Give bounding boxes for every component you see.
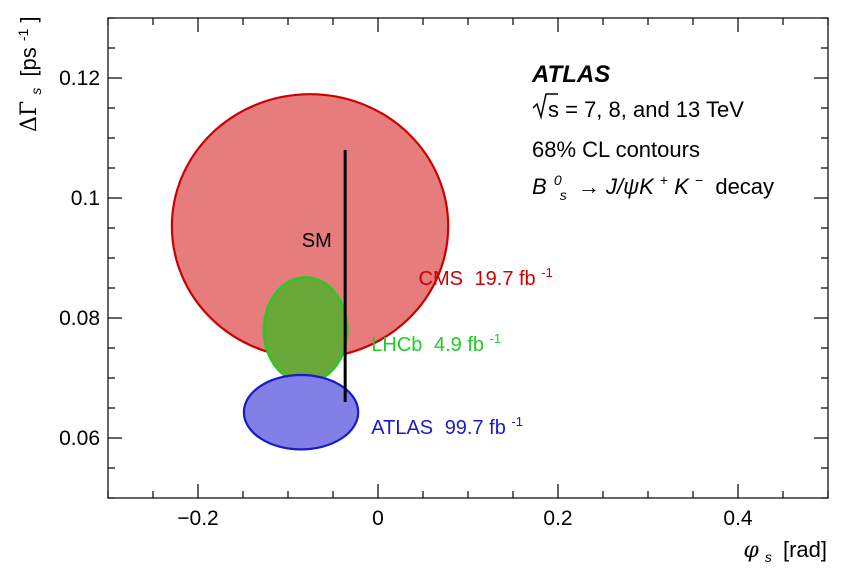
x-axis-sub: s [765, 549, 772, 565]
series-lumi-cms: 19.7 fb [475, 268, 536, 290]
series-lumi-sup-lhcb: -1 [490, 331, 502, 346]
decay-b: B [532, 174, 547, 199]
energy-text: s = 7, 8, and 13 TeV [548, 97, 744, 122]
series-lumi-lhcb: 4.9 fb [434, 334, 484, 356]
decay-rest: → J/ψK [578, 174, 655, 199]
energy-annotation: s = 7, 8, and 13 TeV [532, 93, 744, 122]
y-axis-sup: -1 [15, 28, 31, 41]
x-tick-label: 0.2 [543, 507, 572, 530]
decay-b-sub: s [560, 187, 567, 203]
experiment-label: ATLAS [531, 61, 610, 88]
x-tick-label: −0.2 [177, 507, 218, 530]
sqrt-sign [532, 93, 558, 120]
series-lumi-sup-atlas: -1 [511, 414, 523, 429]
y-tick-label: 0.06 [59, 427, 100, 450]
decay-b-sup: 0 [554, 172, 562, 188]
contour-lhcb [262, 276, 349, 384]
y-axis-close: ] [16, 16, 41, 22]
series-label-atlas: ATLAS 99.7 fb -1 [371, 414, 523, 439]
contour-atlas [242, 373, 360, 451]
y-tick-label: 0.08 [59, 307, 100, 330]
x-axis-unit: [rad] [783, 537, 827, 562]
decay-kplus: + [660, 172, 668, 188]
y-axis-ticks: 0.06 0.08 0.1 0.12 [59, 17, 828, 499]
x-axis-symbol: φ [743, 538, 759, 563]
series-label-lhcb: LHCb 4.9 fb -1 [371, 331, 501, 356]
decay-k2: K [674, 174, 690, 199]
decay-label: B 0 s → J/ψK + K − decay [532, 165, 774, 205]
y-tick-label: 0.12 [59, 67, 100, 90]
y-axis-unit: [ps [16, 47, 41, 76]
series-name-cms: CMS [419, 268, 463, 290]
y-axis-symbol: ΔΓ [17, 101, 42, 132]
y-axis-sub: s [28, 88, 44, 95]
series-label-cms: CMS 19.7 fb -1 [419, 265, 553, 290]
series-lumi-atlas: 99.7 fb [445, 417, 506, 439]
y-axis-title: ΔΓ s [ps -1 ] [8, 16, 46, 132]
decay-kminus: − [695, 172, 703, 188]
series-name-atlas: ATLAS [371, 417, 433, 439]
decay-word: decay [715, 174, 774, 199]
sm-label: SM [302, 230, 332, 252]
contour-layer [170, 93, 450, 451]
y-tick-label: 0.1 [71, 187, 100, 210]
series-lumi-sup-cms: -1 [541, 265, 553, 280]
x-tick-label: 0.4 [723, 507, 753, 530]
x-axis-ticks: −0.2 0 0.2 0.4 [107, 18, 829, 530]
x-axis-title: φ s [rad] [743, 537, 827, 567]
x-tick-label: 0 [372, 507, 384, 530]
series-name-lhcb: LHCb [371, 334, 422, 356]
contour-level-label: 68% CL contours [532, 137, 700, 162]
